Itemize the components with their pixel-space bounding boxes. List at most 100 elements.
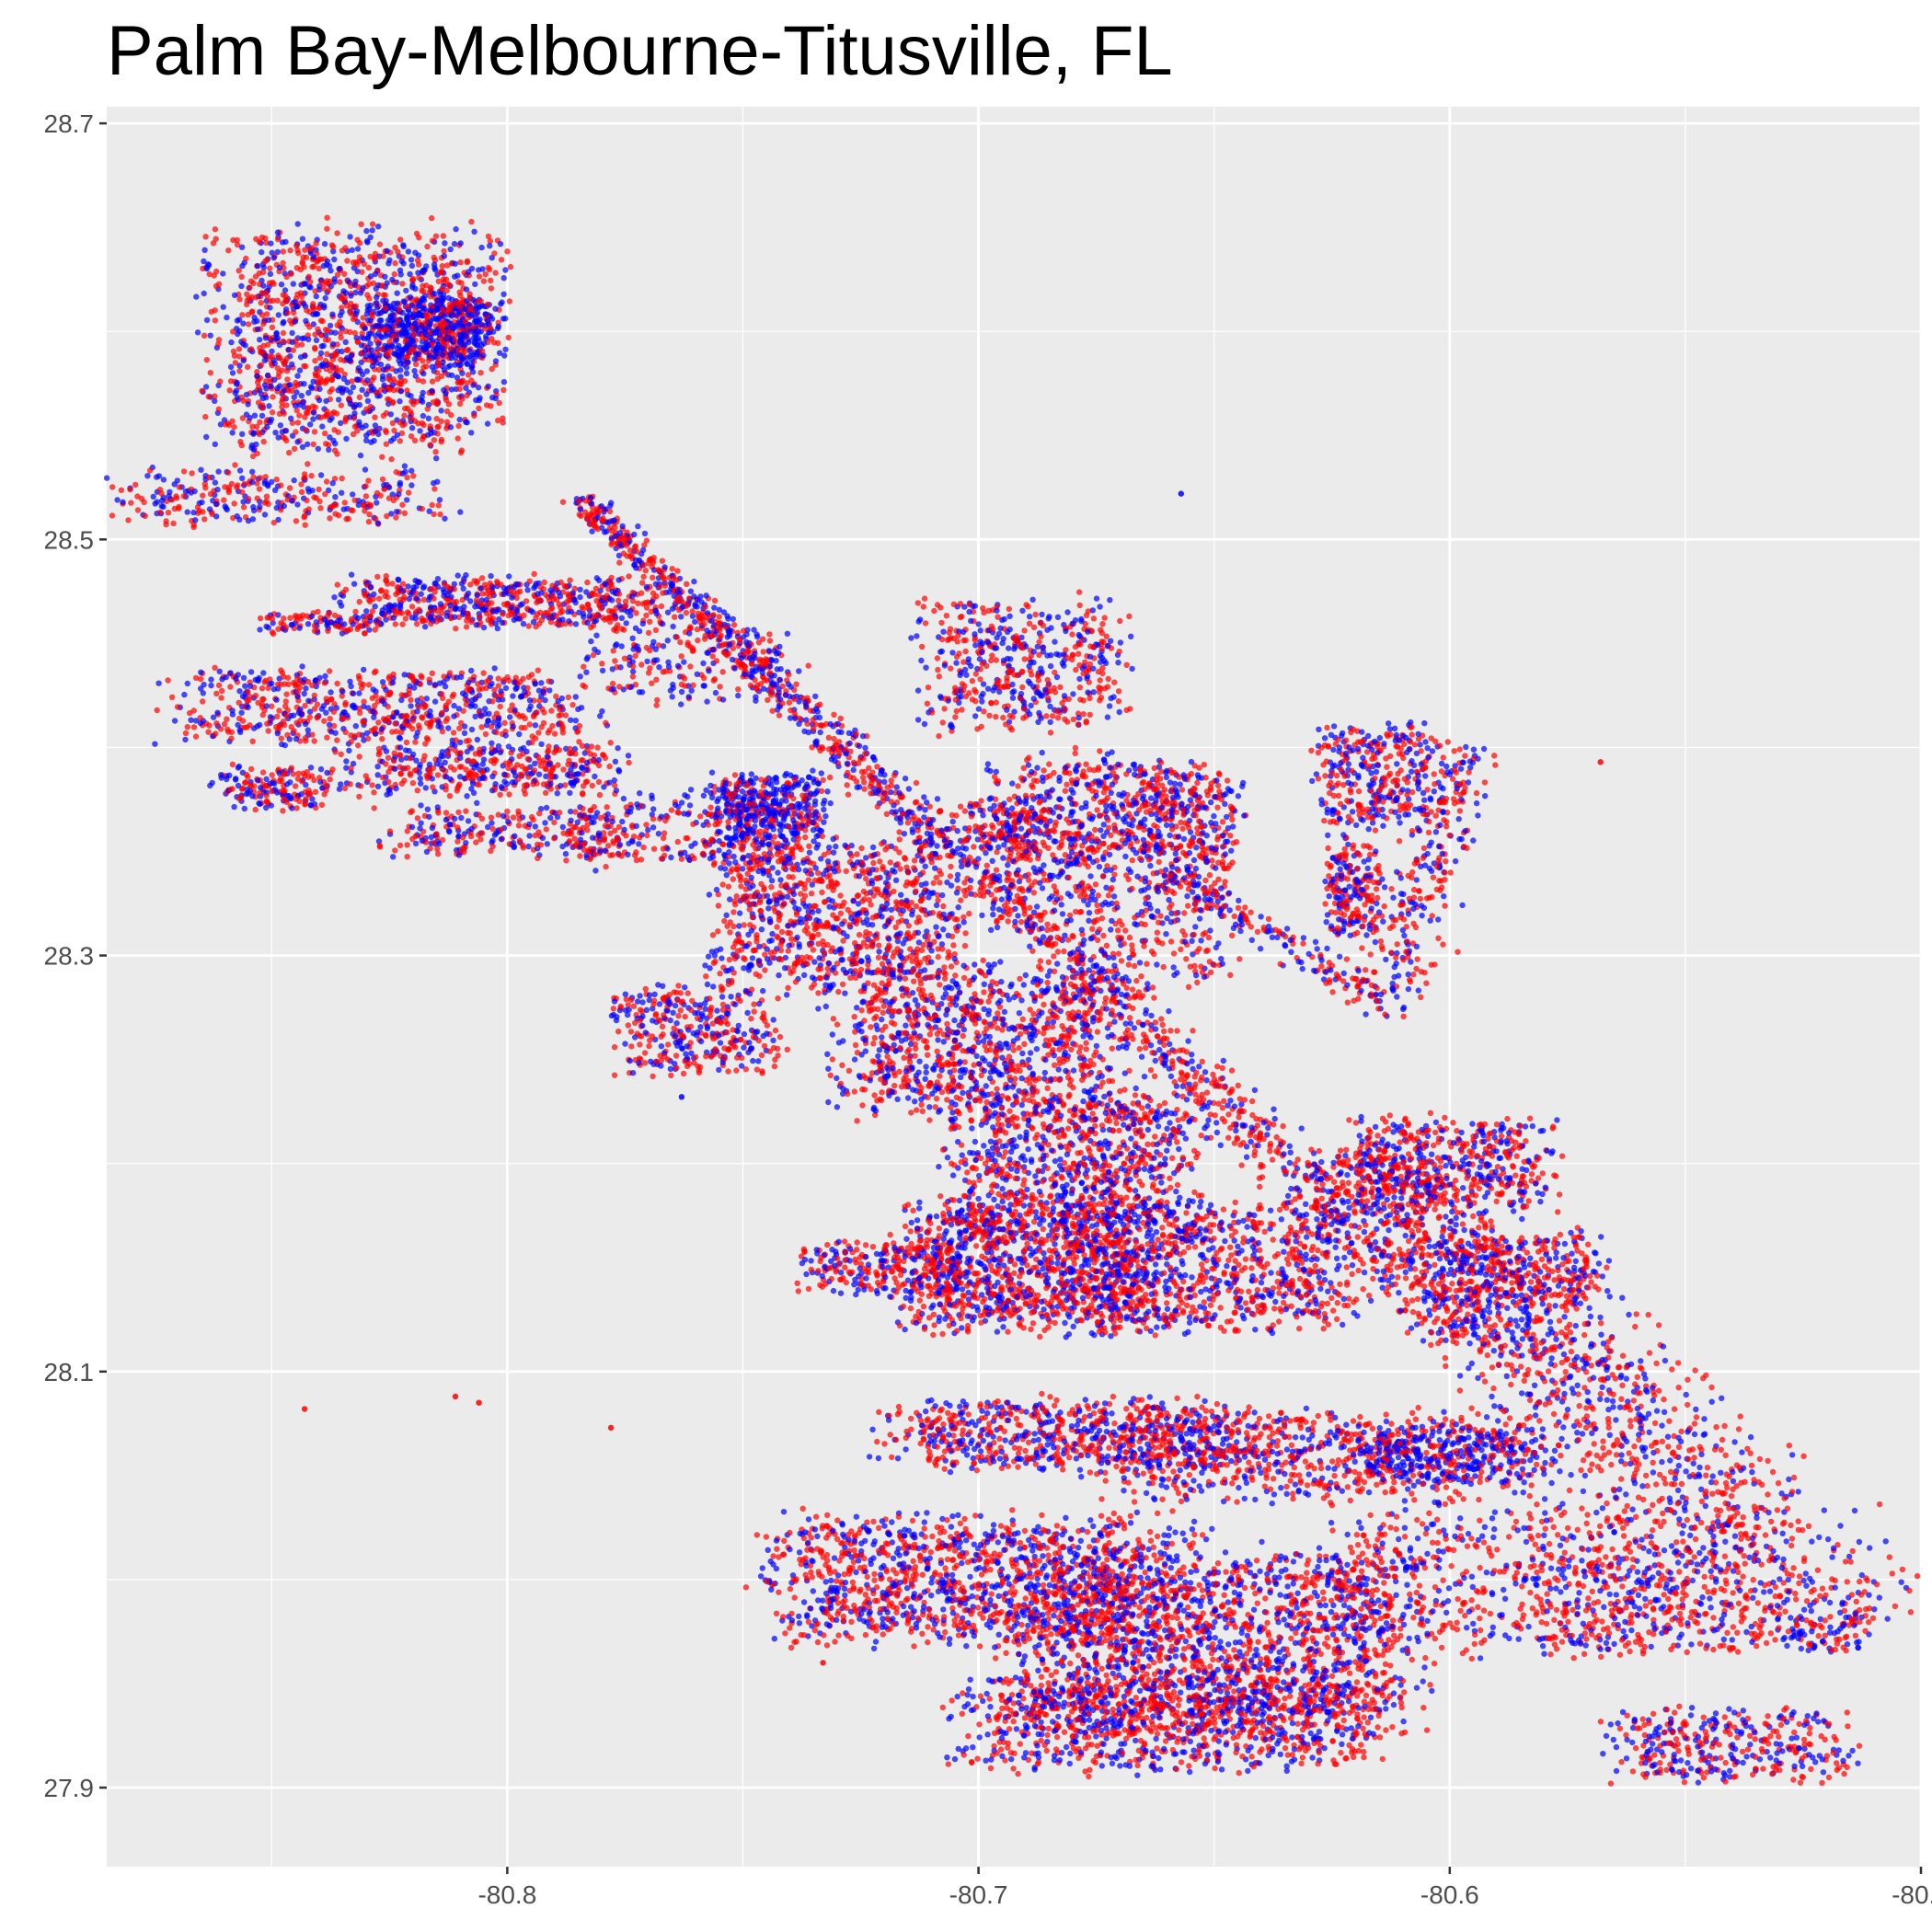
data-point (213, 690, 220, 697)
data-point (488, 814, 495, 821)
data-point (363, 437, 370, 443)
data-point (580, 791, 586, 798)
data-point (474, 318, 480, 325)
data-point (283, 368, 291, 374)
data-point (413, 361, 420, 367)
data-point (301, 301, 307, 307)
data-point (381, 744, 387, 751)
data-point (365, 518, 373, 525)
data-point (242, 683, 248, 689)
data-point (252, 806, 259, 813)
data-point (312, 288, 318, 294)
data-point (643, 822, 650, 828)
data-point (452, 260, 458, 267)
data-point (441, 673, 447, 680)
data-point (515, 808, 522, 814)
data-point (434, 431, 441, 437)
data-point (643, 604, 650, 611)
data-point (382, 592, 388, 599)
data-point (292, 318, 299, 325)
data-point (535, 667, 541, 673)
data-point (340, 716, 347, 722)
data-point (473, 305, 479, 312)
data-point (372, 702, 378, 709)
data-point (227, 684, 234, 690)
data-point (414, 257, 421, 264)
data-point (535, 855, 541, 861)
data-point (465, 818, 472, 824)
data-point (524, 755, 532, 763)
data-point (597, 814, 604, 822)
data-point (409, 314, 417, 320)
data-point (605, 843, 612, 849)
data-point (535, 730, 542, 736)
data-point (349, 247, 355, 253)
data-point (538, 724, 545, 730)
data-point (501, 719, 508, 726)
data-point (383, 577, 389, 583)
data-point (395, 317, 401, 324)
data-point (350, 690, 357, 696)
data-point (415, 376, 421, 384)
data-point (208, 682, 214, 689)
data-point (254, 495, 260, 501)
data-point (408, 393, 414, 399)
data-point (404, 359, 411, 366)
data-point (450, 691, 457, 697)
data-point (120, 499, 126, 505)
data-point (374, 622, 382, 628)
data-point (389, 276, 396, 283)
data-point (310, 409, 317, 416)
data-point (466, 294, 473, 301)
data-point (433, 397, 440, 404)
data-point (449, 742, 455, 748)
data-point (144, 473, 151, 479)
data-point (194, 329, 201, 336)
data-point (346, 747, 352, 753)
data-point (201, 516, 208, 523)
plot-panel (107, 107, 1921, 1867)
data-point (489, 255, 495, 261)
data-point (276, 707, 282, 714)
data-point (332, 329, 339, 336)
data-point (270, 255, 277, 261)
data-point (339, 475, 345, 482)
data-point (502, 760, 509, 766)
data-point (190, 707, 197, 714)
data-point (533, 581, 539, 587)
data-point (471, 578, 477, 584)
data-point (420, 584, 427, 592)
data-point (473, 622, 479, 628)
data-point (482, 730, 489, 738)
data-point (138, 495, 145, 502)
data-point (243, 411, 250, 418)
data-point (426, 761, 433, 768)
data-point (311, 627, 318, 634)
data-point (506, 573, 512, 580)
data-point (442, 581, 448, 588)
data-point (367, 330, 374, 337)
data-point (807, 790, 814, 797)
data-point (492, 270, 499, 276)
data-point (422, 331, 430, 338)
data-point (444, 262, 451, 269)
data-point (397, 236, 404, 243)
data-point (387, 438, 395, 444)
data-point (293, 429, 299, 435)
data-point (470, 758, 477, 765)
data-point (393, 468, 399, 476)
data-point (397, 438, 403, 444)
data-point (342, 701, 349, 708)
data-point (180, 468, 188, 475)
data-point (375, 745, 383, 753)
data-point (181, 691, 188, 698)
data-point (420, 421, 427, 429)
data-point (257, 627, 263, 633)
data-point (485, 677, 492, 684)
data-point (559, 823, 566, 831)
data-point (289, 420, 296, 426)
data-point (296, 402, 303, 408)
data-point (645, 826, 651, 834)
data-point (201, 682, 207, 688)
data-point (532, 832, 538, 839)
